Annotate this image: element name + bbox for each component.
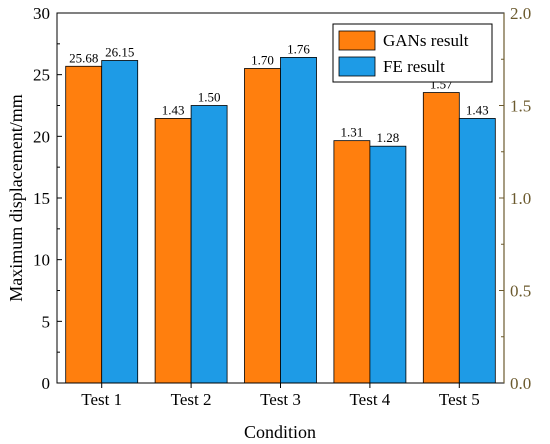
legend-label-fe: FE result — [383, 57, 445, 76]
y-tick-label-5: 25 — [33, 66, 50, 85]
data-label-fe-1: 26.15 — [105, 44, 134, 59]
y2-tick-label-1: 0.5 — [510, 282, 531, 301]
bar-gans-4 — [333, 140, 371, 384]
x-axis-ticks: Test 1 Test 2 Test 3 Test 4 Test 5 — [81, 383, 480, 409]
y2-axis-ticks: 0.0 0.5 1.0 1.5 2.0 — [499, 4, 531, 393]
bar-gans-5 — [422, 92, 460, 384]
data-label-gans-1: 25.68 — [69, 50, 98, 65]
legend: GANs result FE result — [332, 23, 493, 83]
data-label-fe-5: 1.43 — [466, 102, 489, 117]
data-label-gans-4: 1.31 — [341, 125, 364, 140]
y2-tick-label-4: 2.0 — [510, 4, 531, 23]
y-axis-label: Maximum displacement/mm — [6, 94, 26, 301]
data-label-gans-3: 1.70 — [251, 53, 274, 68]
data-label-fe-4: 1.28 — [377, 130, 400, 145]
legend-swatch-gans — [338, 30, 376, 51]
y-tick-label-3: 15 — [33, 189, 50, 208]
data-label-fe-3: 1.76 — [287, 41, 310, 56]
legend-label-gans: GANs result — [383, 31, 469, 50]
y2-tick-label-0: 0.0 — [510, 374, 531, 393]
bar-fe-3 — [280, 57, 317, 384]
bar-gans-1 — [65, 65, 103, 384]
x-tick-label-3: Test 3 — [260, 390, 301, 409]
legend-swatch-fe — [338, 56, 376, 77]
y2-tick-label-2: 1.0 — [510, 189, 531, 208]
bar-fe-4 — [369, 145, 407, 384]
x-tick-label-1: Test 1 — [81, 390, 122, 409]
y2-tick-label-3: 1.5 — [510, 97, 531, 116]
y-tick-label-6: 30 — [33, 4, 50, 23]
y-tick-label-0: 0 — [42, 374, 51, 393]
x-tick-label-5: Test 5 — [439, 390, 480, 409]
x-tick-label-2: Test 2 — [171, 390, 212, 409]
x-axis-label: Condition — [244, 422, 316, 442]
y-tick-label-1: 5 — [42, 312, 51, 331]
bar-fe-2 — [190, 105, 228, 384]
bar-fe-1 — [101, 60, 139, 384]
y-tick-label-4: 20 — [33, 127, 50, 146]
bar-gans-2 — [154, 118, 192, 384]
bars-group — [65, 57, 496, 384]
data-label-gans-2: 1.43 — [162, 102, 185, 117]
y-axis-ticks: 0 5 10 15 20 25 30 — [33, 4, 62, 393]
bar-gans-3 — [244, 68, 281, 384]
y-tick-label-2: 10 — [33, 251, 50, 270]
bar-fe-5 — [458, 118, 496, 384]
data-label-fe-2: 1.50 — [198, 90, 221, 105]
x-tick-label-4: Test 4 — [349, 390, 390, 409]
